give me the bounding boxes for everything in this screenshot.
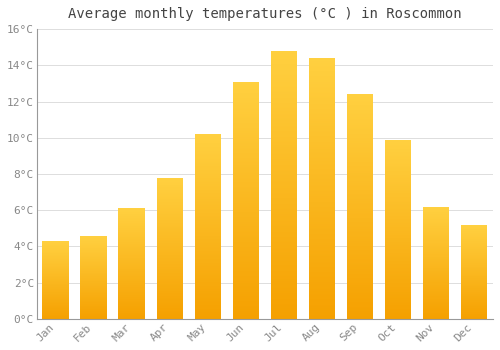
Title: Average monthly temperatures (°C ) in Roscommon: Average monthly temperatures (°C ) in Ro… <box>68 7 462 21</box>
